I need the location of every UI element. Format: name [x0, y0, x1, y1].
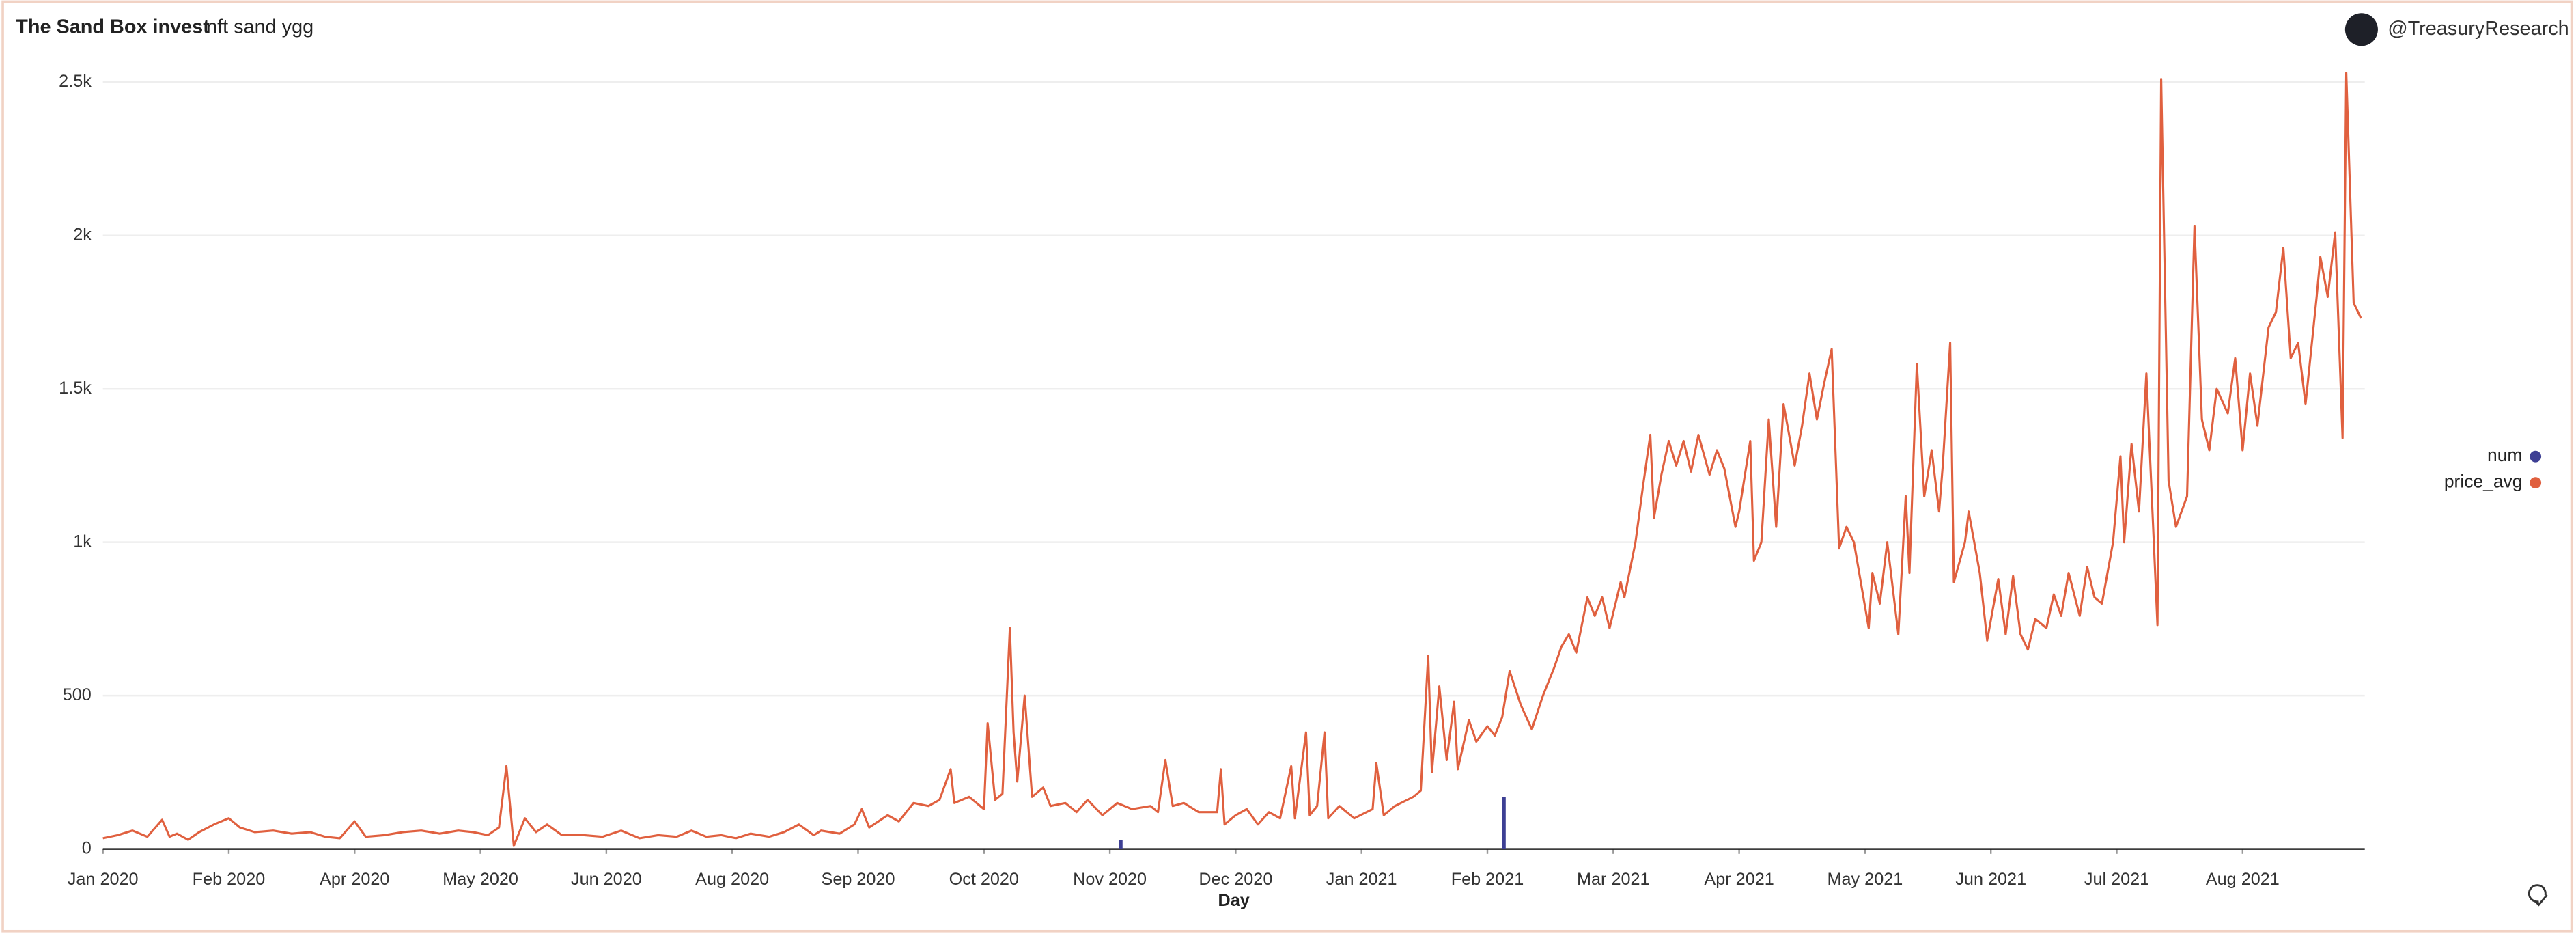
x-tick-label: Jan 2021: [1326, 870, 1397, 889]
status-icon: [2528, 884, 2548, 907]
x-tick-label: Apr 2021: [1704, 870, 1774, 889]
y-tick-label: 0: [82, 838, 92, 857]
x-tick-label: May 2021: [1828, 870, 1903, 889]
legend-label: num: [2487, 445, 2522, 465]
bar: [1502, 797, 1506, 849]
x-axis-label: Day: [1218, 891, 1250, 910]
legend-label: price_avg: [2444, 471, 2523, 492]
chart-subtitle: nft sand ygg: [206, 16, 313, 38]
brand-logo: [2344, 13, 2378, 46]
y-tick-label: 2.5k: [59, 72, 92, 91]
brand: @TreasuryResearch: [2388, 18, 2568, 40]
x-tick-label: Aug 2020: [695, 870, 769, 889]
x-tick-label: Nov 2020: [1073, 870, 1147, 889]
x-tick-label: Jan 2020: [68, 870, 139, 889]
y-tick-label: 500: [63, 685, 92, 704]
x-tick-label: Sep 2020: [821, 870, 895, 889]
x-tick-label: Jul 2021: [2084, 870, 2149, 889]
x-tick-label: Feb 2020: [193, 870, 266, 889]
x-tick-label: Apr 2020: [320, 870, 389, 889]
x-tick-label: Mar 2021: [1577, 870, 1650, 889]
line: [102, 72, 2362, 847]
x-tick-label: May 2020: [443, 870, 518, 889]
x-tick-label: Oct 2020: [949, 870, 1019, 889]
bar: [1119, 840, 1123, 849]
x-tick-label: Jun 2021: [1955, 870, 2026, 889]
chart-title: The Sand Box invest: [16, 16, 210, 38]
y-tick-label: 1.5k: [59, 378, 92, 398]
x-tick-label: Dec 2020: [1199, 870, 1272, 889]
y-tick-label: 2k: [73, 225, 92, 244]
x-tick-label: Aug 2021: [2206, 870, 2280, 889]
y-tick-label: 1k: [73, 532, 92, 551]
legend-swatch: [2530, 477, 2542, 489]
x-tick-label: Jun 2020: [571, 870, 642, 889]
legend-swatch: [2530, 450, 2542, 463]
x-tick-label: Feb 2021: [1451, 870, 1524, 889]
